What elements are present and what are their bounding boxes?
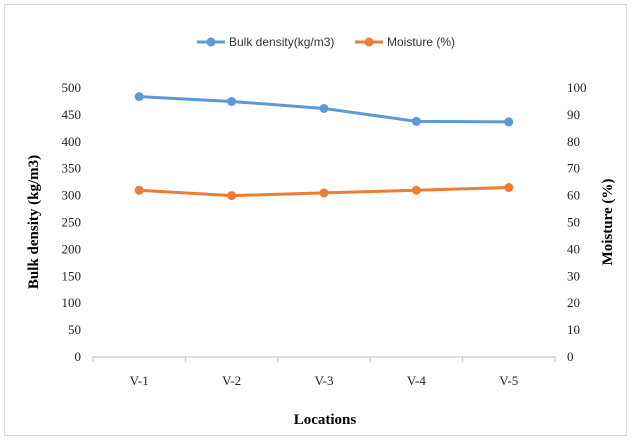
x-tick-label: V-5 bbox=[499, 373, 518, 388]
legend-swatch-marker bbox=[206, 37, 216, 47]
data-point bbox=[411, 116, 421, 126]
left-tick-label: 200 bbox=[62, 241, 82, 256]
left-tick-label: 150 bbox=[62, 268, 82, 283]
left-tick-label: 250 bbox=[62, 215, 82, 230]
data-point bbox=[227, 191, 237, 201]
data-point bbox=[227, 96, 237, 106]
right-axis-title: Moisture (%) bbox=[600, 179, 616, 266]
x-tick-label: V-4 bbox=[407, 373, 427, 388]
data-point bbox=[134, 185, 144, 195]
x-axis-title: Locations bbox=[294, 412, 357, 428]
right-tick-label: 100 bbox=[567, 80, 587, 95]
left-axis-title: Bulk density (kg/m3) bbox=[26, 155, 42, 289]
left-axis-ticks: 0 50 100 150 200 250 300 350 400 450 500 bbox=[62, 80, 82, 364]
data-point bbox=[411, 185, 421, 195]
legend-label: Bulk density(kg/m3) bbox=[229, 35, 334, 49]
right-axis-ticks: 0 10 20 30 40 50 60 70 80 90 100 bbox=[567, 80, 587, 364]
data-point bbox=[504, 117, 514, 127]
right-tick-label: 40 bbox=[567, 241, 580, 256]
legend: Bulk density(kg/m3) Moisture (%) bbox=[197, 35, 455, 49]
left-tick-label: 350 bbox=[62, 161, 82, 176]
left-tick-label: 450 bbox=[62, 107, 82, 122]
left-tick-label: 50 bbox=[68, 322, 81, 337]
legend-swatch-marker bbox=[364, 37, 374, 47]
right-tick-label: 10 bbox=[567, 322, 580, 337]
left-tick-label: 0 bbox=[75, 349, 82, 364]
data-point bbox=[319, 103, 329, 113]
right-tick-label: 50 bbox=[567, 215, 580, 230]
x-tick-label: V-2 bbox=[222, 373, 241, 388]
series-layer bbox=[134, 92, 514, 201]
left-tick-label: 300 bbox=[62, 188, 82, 203]
legend-label: Moisture (%) bbox=[387, 35, 455, 49]
left-tick-label: 500 bbox=[62, 80, 82, 95]
left-tick-label: 400 bbox=[62, 134, 82, 149]
chart-frame bbox=[4, 4, 627, 436]
left-tick-label: 100 bbox=[62, 295, 82, 310]
right-tick-label: 0 bbox=[567, 349, 574, 364]
data-point bbox=[134, 92, 144, 102]
right-tick-label: 80 bbox=[567, 134, 580, 149]
x-tick-label: V-1 bbox=[130, 373, 149, 388]
right-tick-label: 20 bbox=[567, 295, 580, 310]
right-tick-label: 60 bbox=[567, 188, 580, 203]
data-point bbox=[319, 188, 329, 198]
right-tick-label: 70 bbox=[567, 161, 580, 176]
x-axis: V-1 V-2 V-3 V-4 V-5 bbox=[92, 356, 556, 388]
data-point bbox=[504, 183, 514, 193]
x-tick-label: V-3 bbox=[314, 373, 333, 388]
right-tick-label: 90 bbox=[567, 107, 580, 122]
right-tick-label: 30 bbox=[567, 268, 580, 283]
